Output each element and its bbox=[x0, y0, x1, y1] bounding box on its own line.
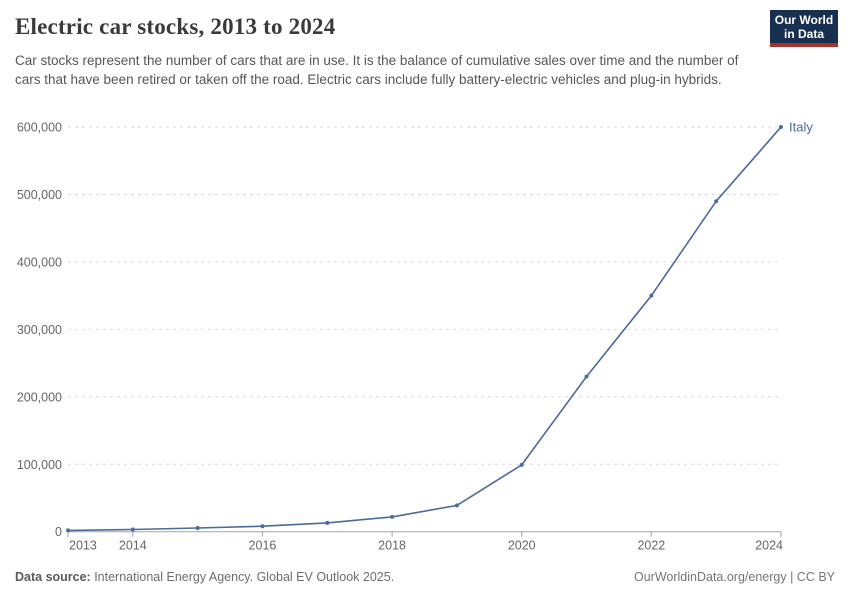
owid-logo-line1: Our World bbox=[774, 12, 834, 27]
data-point-2015[interactable] bbox=[195, 526, 200, 530]
data-point-2017[interactable] bbox=[325, 520, 330, 525]
data-point-2024[interactable] bbox=[779, 125, 783, 129]
y-tick-label-200000: 200,000 bbox=[17, 390, 62, 404]
x-tick-label-2013: 2013 bbox=[69, 539, 97, 553]
y-tick-label-600000: 600,000 bbox=[17, 121, 62, 135]
x-tick-label-2014: 2014 bbox=[119, 539, 147, 553]
data-point-2022[interactable] bbox=[649, 293, 654, 298]
data-point-2020[interactable] bbox=[519, 462, 524, 467]
series-label-italy[interactable]: Italy bbox=[789, 120, 813, 135]
y-tick-label-100000: 100,000 bbox=[17, 458, 62, 472]
data-source-note: Data source: International Energy Agency… bbox=[15, 570, 394, 584]
attribution-link[interactable]: OurWorldinData.org/energy | CC BY bbox=[633, 570, 835, 584]
data-point-2021[interactable] bbox=[584, 374, 589, 379]
data-point-2018[interactable] bbox=[390, 514, 395, 519]
data-point-2013[interactable] bbox=[66, 528, 70, 533]
y-tick-label-0: 0 bbox=[55, 525, 62, 539]
x-tick-label-2024: 2024 bbox=[755, 539, 783, 553]
chart-title: Electric car stocks, 2013 to 2024 bbox=[15, 14, 336, 39]
y-tick-label-500000: 500,000 bbox=[17, 188, 62, 202]
owid-logo[interactable]: Our World in Data bbox=[770, 10, 838, 47]
data-point-2016[interactable] bbox=[260, 524, 265, 529]
chart-subtitle: Car stocks represent the number of cars … bbox=[15, 53, 739, 87]
x-tick-label-2016: 2016 bbox=[249, 539, 277, 553]
data-point-2019[interactable] bbox=[454, 503, 459, 508]
y-tick-label-300000: 300,000 bbox=[17, 323, 62, 337]
x-tick-label-2022: 2022 bbox=[637, 539, 665, 553]
data-source-text: International Energy Agency. Global EV O… bbox=[90, 570, 395, 584]
data-source-label: Data source: bbox=[15, 570, 91, 584]
data-point-2023[interactable] bbox=[714, 199, 719, 204]
series-line-italy bbox=[67, 126, 782, 532]
x-tick-label-2018: 2018 bbox=[378, 539, 406, 553]
owid-logo-line2: in Data bbox=[783, 26, 824, 41]
y-tick-label-400000: 400,000 bbox=[17, 255, 62, 269]
x-tick-label-2020: 2020 bbox=[508, 539, 536, 553]
data-point-2014[interactable] bbox=[130, 527, 135, 532]
